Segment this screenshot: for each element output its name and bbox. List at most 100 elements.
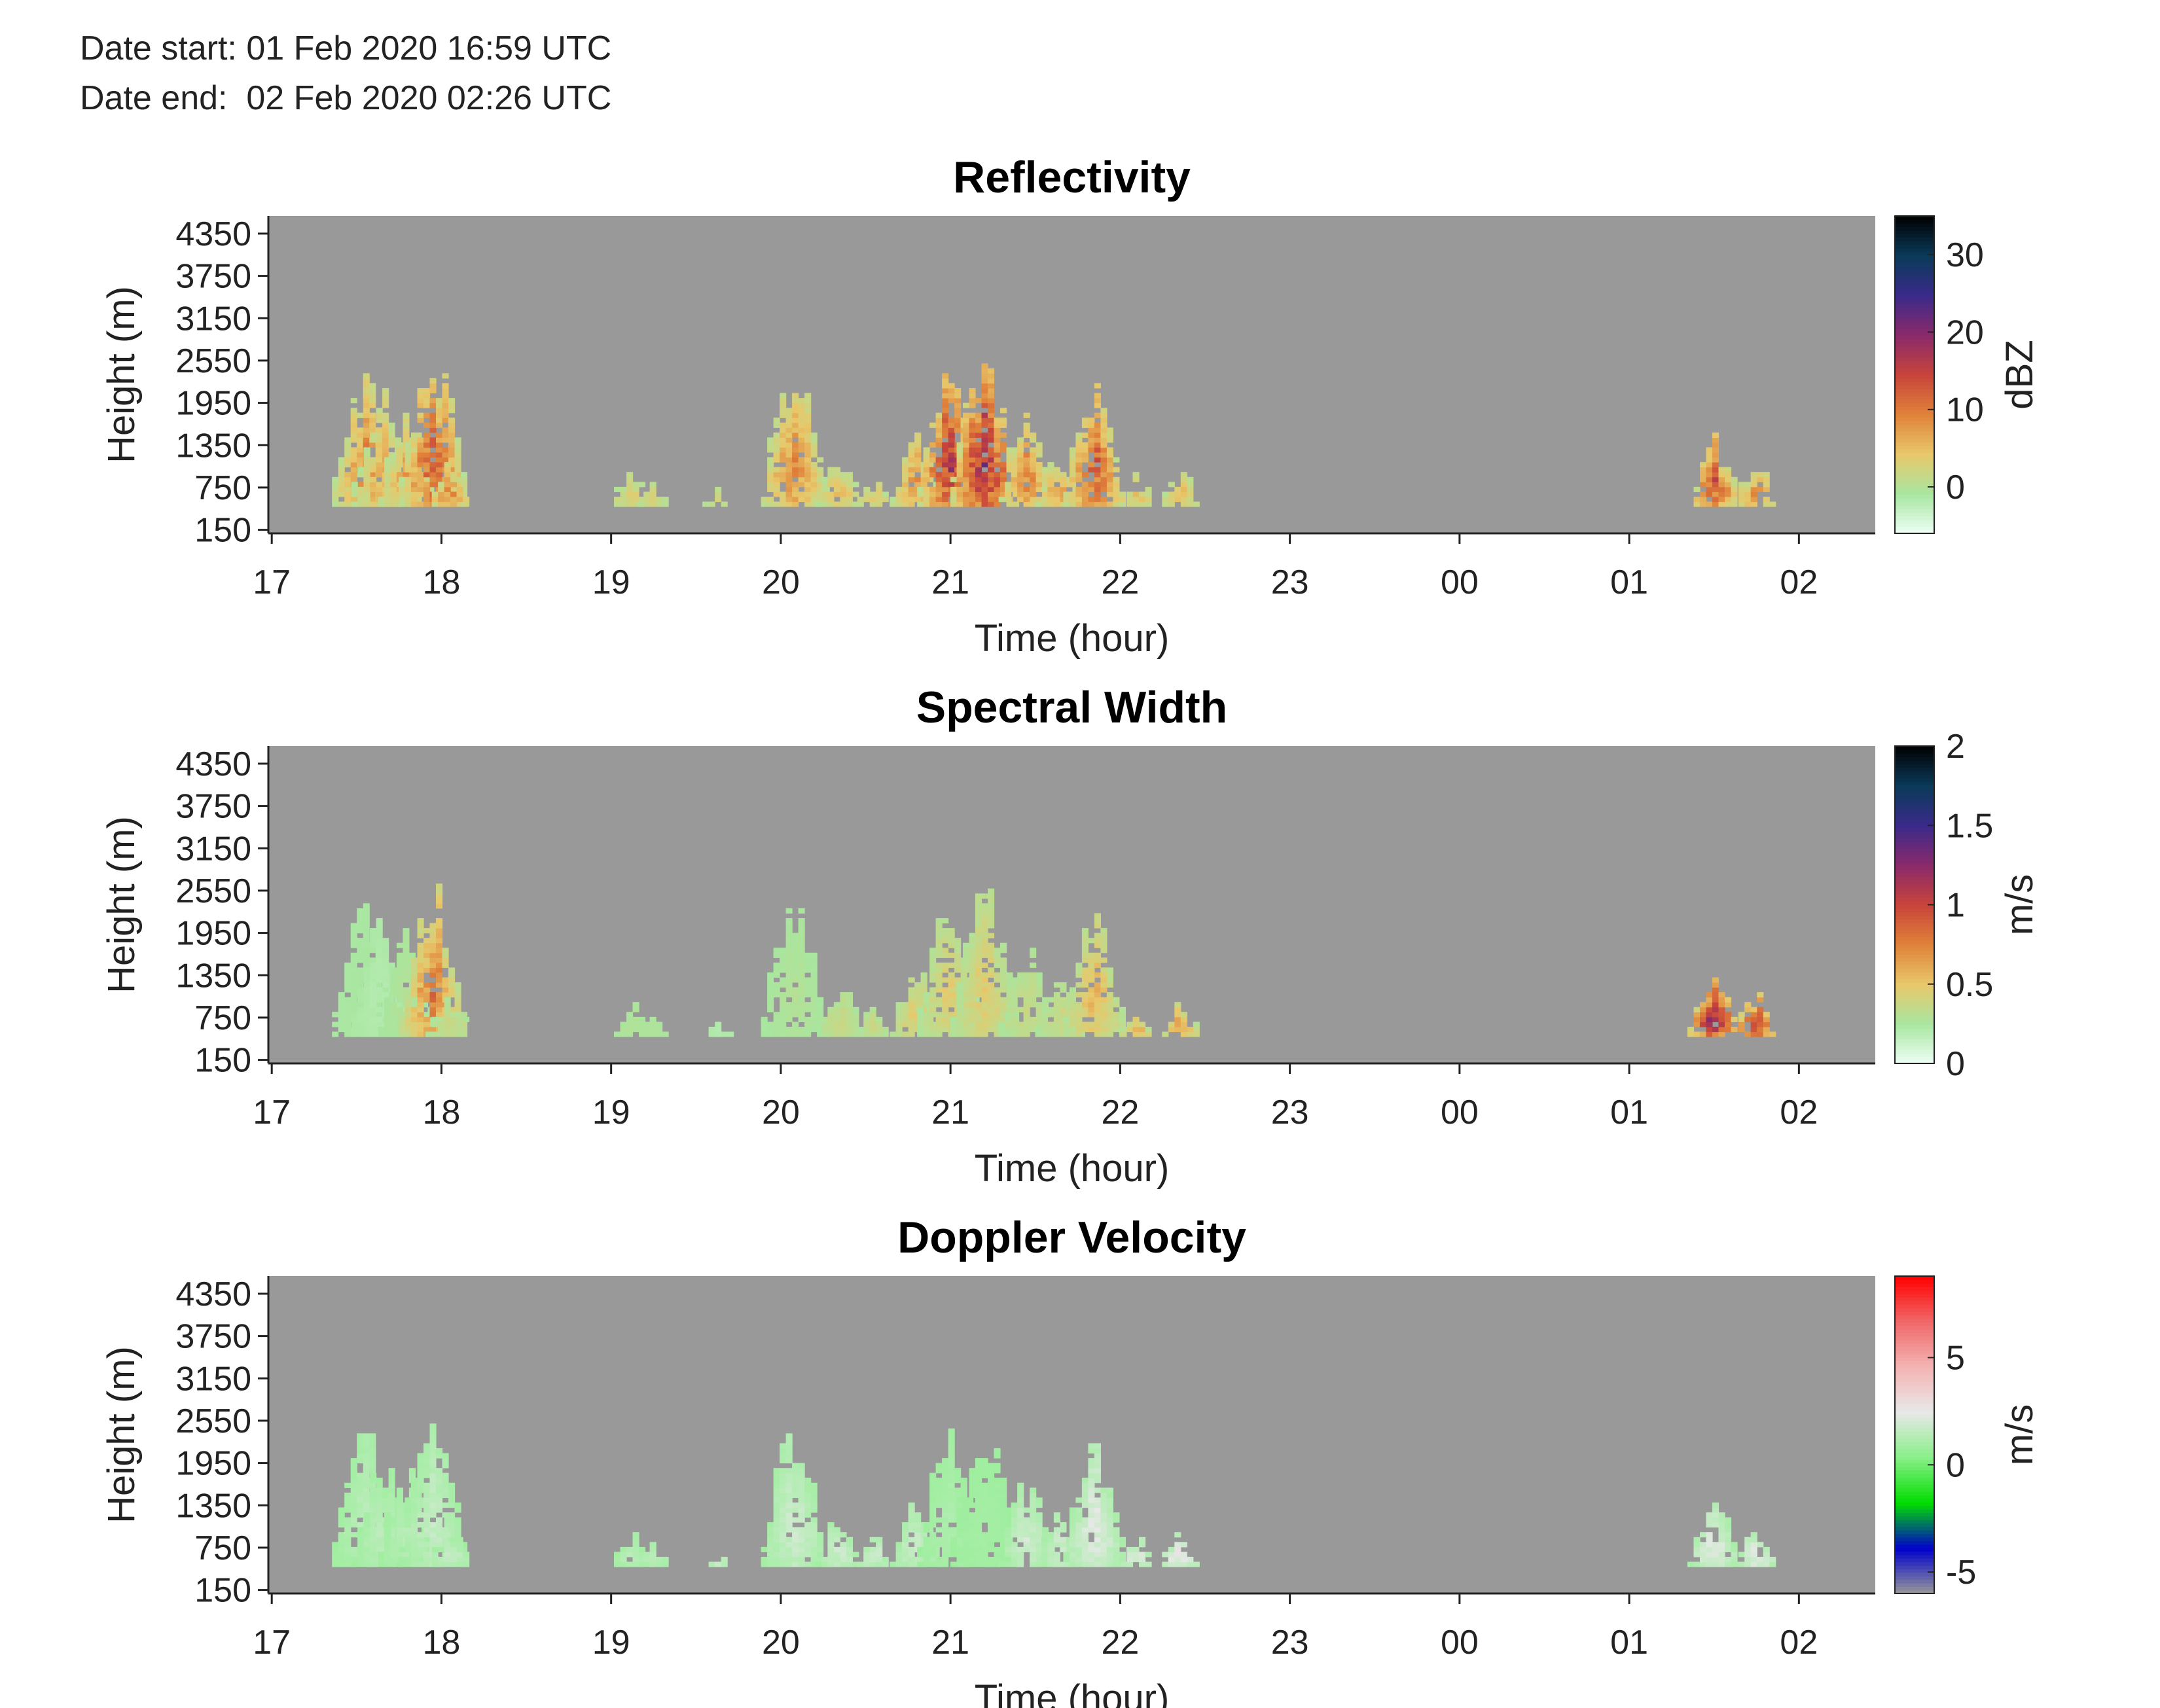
echo-cell [914, 482, 922, 488]
echo-cell [973, 997, 980, 1003]
echo-cell [370, 992, 377, 998]
echo-cell [1132, 497, 1140, 503]
echo-cell [369, 1468, 376, 1474]
colorbar-segment [1895, 346, 1934, 351]
echo-cell [1088, 486, 1095, 492]
y-tick-label: 3750 [175, 788, 251, 826]
echo-cell [1700, 1557, 1707, 1563]
echo-cell [370, 1542, 377, 1548]
echo-cell [1700, 1016, 1707, 1022]
echo-cell [357, 1002, 364, 1008]
echo-column [1162, 472, 1200, 507]
echo-cell [942, 987, 949, 993]
echo-cell [895, 1561, 903, 1567]
echo-cell [950, 1031, 958, 1037]
echo-cell [1187, 501, 1194, 507]
echo-cell [384, 497, 391, 503]
echo-cell [988, 447, 995, 453]
echo-cell [988, 1012, 995, 1018]
echo-cell [963, 462, 970, 468]
echo-cell [798, 1561, 805, 1567]
echo-cell [378, 1027, 385, 1033]
echo-cell [833, 501, 840, 507]
colorbar-segment [1895, 395, 1934, 400]
echo-cell [1187, 1561, 1194, 1567]
echo-cell [450, 1552, 458, 1557]
echo-cell [1162, 497, 1169, 503]
colorbar-segment [1895, 526, 1934, 531]
echo-cell [423, 1492, 431, 1498]
echo-cell [448, 1512, 456, 1518]
echo-cell [846, 486, 853, 492]
echo-cell [767, 472, 774, 478]
echo-cell [1763, 1022, 1770, 1027]
echo-cell [363, 486, 370, 492]
echo-cell [376, 1006, 383, 1012]
echo-cell [423, 1472, 431, 1478]
echo-cell [821, 497, 828, 503]
echo-cell [994, 501, 1001, 507]
echo-cell [994, 1507, 1001, 1513]
echo-cell [785, 1527, 793, 1533]
echo-cell [942, 482, 949, 488]
echo-cell [1069, 1507, 1076, 1513]
echo-cell [444, 491, 451, 497]
echo-cell [846, 491, 853, 497]
echo-cell [1094, 1503, 1101, 1508]
echo-cell [357, 1546, 365, 1552]
echo-cell [988, 908, 995, 914]
echo-cell [1126, 501, 1134, 507]
echo-cell [1000, 1012, 1007, 1018]
echo-cell [908, 497, 915, 503]
colorbar-segment [1895, 251, 1934, 256]
echo-cell [375, 1002, 382, 1008]
echo-cell [1000, 1532, 1007, 1538]
echo-cell [969, 1561, 976, 1567]
echo-cell [1750, 1546, 1757, 1552]
echo-cell [810, 1552, 818, 1557]
echo-column [643, 1542, 669, 1567]
echo-cell [429, 962, 437, 968]
echo-cell [1712, 452, 1719, 458]
echo-cell [448, 1006, 456, 1012]
echo-cell [767, 1542, 774, 1548]
echo-cell [1162, 491, 1169, 497]
echo-cell [963, 1512, 970, 1518]
echo-cell [895, 491, 903, 497]
echo-cell [1113, 1527, 1120, 1533]
echo-cell [376, 437, 383, 443]
echo-cell [417, 1532, 424, 1538]
echo-cell [773, 1546, 780, 1552]
echo-cell [994, 432, 1001, 438]
echo-cell [1075, 1002, 1083, 1008]
echo-cell [960, 1487, 967, 1493]
echo-cell [988, 427, 995, 433]
echo-cell [942, 1472, 949, 1478]
echo-cell [817, 476, 824, 482]
echo-cell [967, 1497, 974, 1503]
echo-cell [338, 1016, 345, 1022]
echo-cell [785, 923, 793, 929]
echo-cell [1013, 501, 1020, 507]
echo-cell [969, 1512, 976, 1518]
echo-cell [988, 1482, 995, 1488]
echo-cell [954, 942, 962, 948]
echo-cell [456, 1546, 463, 1552]
echo-cell [998, 1561, 1005, 1567]
echo-cell [969, 1487, 976, 1493]
echo-cell [817, 486, 824, 492]
echo-cell [773, 422, 780, 428]
echo-cell [1094, 452, 1101, 458]
echo-cell [969, 467, 976, 472]
echo-cell [1075, 1532, 1083, 1538]
echo-cell [948, 1443, 955, 1449]
echo-cell [1757, 1542, 1764, 1548]
colorbar-segment [1895, 855, 1934, 860]
echo-cell [792, 987, 799, 993]
echo-cell [344, 1561, 351, 1567]
echo-column [1063, 1443, 1126, 1567]
echo-cell [827, 1012, 835, 1018]
colorbar-segment [1895, 441, 1934, 446]
echo-cell [656, 1027, 663, 1033]
echo-cell [1081, 972, 1089, 978]
